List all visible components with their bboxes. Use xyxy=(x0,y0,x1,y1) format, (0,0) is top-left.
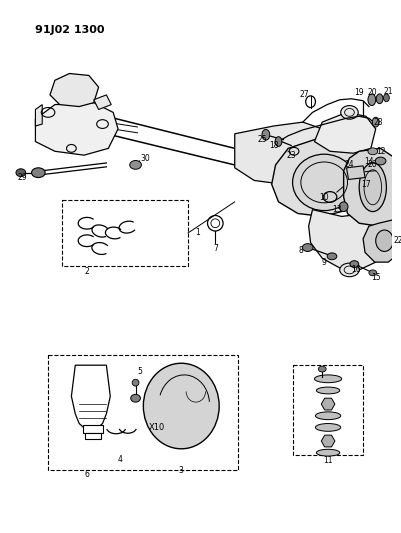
Ellipse shape xyxy=(261,130,269,140)
Ellipse shape xyxy=(316,449,339,456)
Text: 91J02 1300: 91J02 1300 xyxy=(35,25,105,35)
Text: 4: 4 xyxy=(117,455,122,464)
Text: 8: 8 xyxy=(298,246,302,255)
Ellipse shape xyxy=(274,136,281,147)
Text: 25: 25 xyxy=(257,135,266,144)
Ellipse shape xyxy=(367,148,377,155)
Ellipse shape xyxy=(302,244,312,252)
Text: 30: 30 xyxy=(140,154,150,163)
Ellipse shape xyxy=(314,375,341,383)
Ellipse shape xyxy=(315,424,340,431)
Text: 11: 11 xyxy=(322,456,332,465)
Polygon shape xyxy=(314,112,375,153)
Ellipse shape xyxy=(130,160,141,169)
Polygon shape xyxy=(35,103,118,155)
Text: 26: 26 xyxy=(367,160,377,169)
Text: 6: 6 xyxy=(84,470,89,479)
Text: 12: 12 xyxy=(375,147,385,156)
Polygon shape xyxy=(234,122,331,184)
Bar xyxy=(61,200,188,266)
Ellipse shape xyxy=(16,169,26,176)
Text: 3: 3 xyxy=(178,466,183,475)
Text: 28: 28 xyxy=(373,118,383,127)
Polygon shape xyxy=(71,365,110,430)
Polygon shape xyxy=(346,166,364,180)
Bar xyxy=(48,356,237,470)
Polygon shape xyxy=(343,148,397,226)
Ellipse shape xyxy=(375,230,392,252)
Polygon shape xyxy=(362,220,401,262)
Ellipse shape xyxy=(316,387,339,394)
Text: 7: 7 xyxy=(212,244,217,253)
Text: 5: 5 xyxy=(137,367,142,376)
Polygon shape xyxy=(93,95,111,109)
Ellipse shape xyxy=(367,94,375,106)
Text: 23: 23 xyxy=(286,151,295,160)
Bar xyxy=(83,425,102,433)
Ellipse shape xyxy=(292,154,355,211)
Text: 24: 24 xyxy=(344,160,353,169)
Bar xyxy=(292,365,362,455)
Polygon shape xyxy=(50,74,98,107)
Ellipse shape xyxy=(318,366,325,372)
Text: 15: 15 xyxy=(370,273,380,282)
Text: 19: 19 xyxy=(354,88,363,98)
Text: 14: 14 xyxy=(363,157,373,166)
Ellipse shape xyxy=(326,253,336,260)
Polygon shape xyxy=(271,139,370,216)
Ellipse shape xyxy=(132,379,139,386)
Ellipse shape xyxy=(368,270,376,276)
Text: 10: 10 xyxy=(318,193,328,203)
Ellipse shape xyxy=(31,168,45,177)
Ellipse shape xyxy=(143,364,219,449)
Ellipse shape xyxy=(358,163,385,212)
Ellipse shape xyxy=(383,94,388,102)
Text: 20: 20 xyxy=(367,88,377,98)
Polygon shape xyxy=(308,209,382,270)
Text: X10: X10 xyxy=(149,423,165,432)
Ellipse shape xyxy=(130,394,140,402)
Text: 1: 1 xyxy=(195,229,200,238)
Text: 2: 2 xyxy=(84,268,89,276)
Ellipse shape xyxy=(339,263,358,277)
Ellipse shape xyxy=(374,157,385,165)
Text: 27: 27 xyxy=(299,91,309,99)
Text: 18: 18 xyxy=(268,141,277,150)
Ellipse shape xyxy=(315,412,340,419)
Text: 17: 17 xyxy=(360,180,370,189)
Ellipse shape xyxy=(371,117,378,127)
Ellipse shape xyxy=(338,202,347,212)
Text: 29: 29 xyxy=(18,173,28,182)
Polygon shape xyxy=(35,104,42,126)
Bar xyxy=(85,433,100,439)
Ellipse shape xyxy=(340,106,357,119)
Text: 22: 22 xyxy=(392,236,401,245)
Text: 21: 21 xyxy=(383,86,392,95)
Text: 9: 9 xyxy=(321,257,326,266)
Text: 16: 16 xyxy=(350,265,360,274)
Ellipse shape xyxy=(349,261,358,268)
Text: 13: 13 xyxy=(331,205,341,214)
Ellipse shape xyxy=(375,94,382,103)
